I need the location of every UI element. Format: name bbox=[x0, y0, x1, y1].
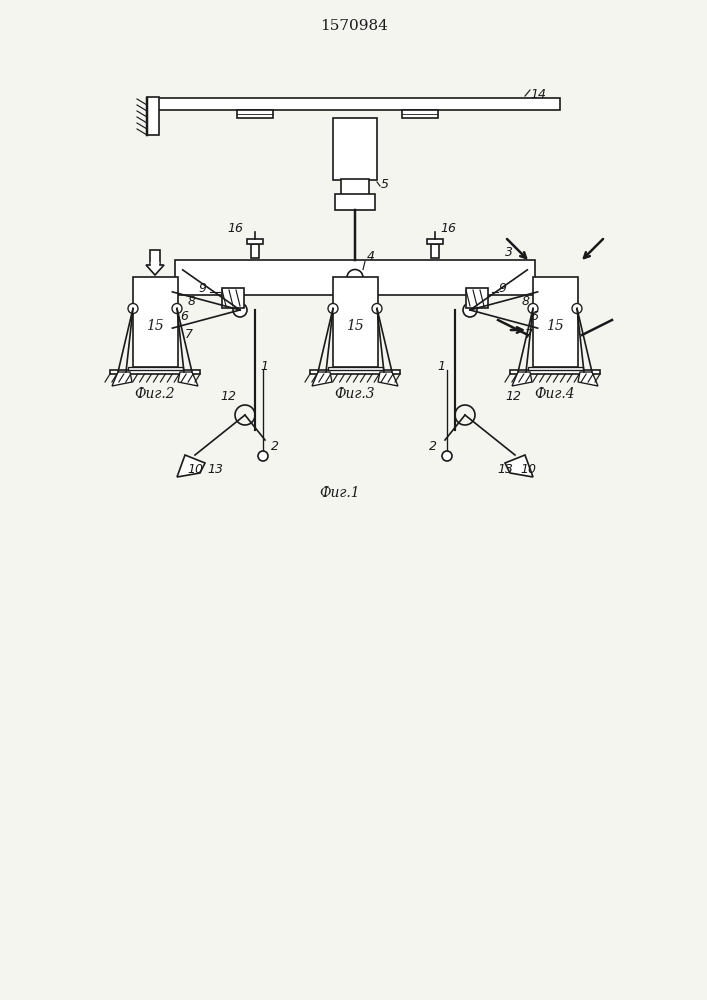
Text: 9: 9 bbox=[198, 282, 206, 295]
Bar bbox=[155, 98, 560, 110]
Text: 12: 12 bbox=[505, 390, 521, 403]
Text: 6: 6 bbox=[180, 310, 188, 323]
Bar bbox=[251, 244, 259, 258]
Text: 12: 12 bbox=[220, 390, 236, 403]
Bar bbox=[133, 277, 178, 367]
Bar bbox=[431, 244, 439, 258]
Text: 15: 15 bbox=[346, 320, 364, 334]
Text: 7: 7 bbox=[185, 328, 193, 341]
Polygon shape bbox=[178, 372, 198, 386]
Text: 2: 2 bbox=[271, 440, 279, 453]
Text: 3: 3 bbox=[505, 246, 513, 259]
Bar bbox=[110, 370, 200, 374]
Bar bbox=[128, 367, 183, 370]
Bar bbox=[528, 367, 583, 370]
Text: 10: 10 bbox=[187, 463, 203, 476]
Circle shape bbox=[328, 304, 338, 314]
Bar bbox=[402, 110, 438, 118]
Text: 8: 8 bbox=[188, 295, 196, 308]
Circle shape bbox=[172, 304, 182, 314]
Text: 6: 6 bbox=[530, 310, 538, 323]
Polygon shape bbox=[177, 455, 205, 477]
Polygon shape bbox=[312, 372, 332, 386]
Text: 15: 15 bbox=[146, 320, 164, 334]
Bar bbox=[333, 277, 378, 367]
Bar bbox=[510, 370, 600, 374]
Bar bbox=[237, 110, 273, 118]
Text: 7: 7 bbox=[525, 328, 533, 341]
Bar bbox=[222, 288, 244, 308]
Text: Фиг.1: Фиг.1 bbox=[320, 486, 361, 500]
Bar bbox=[335, 194, 375, 210]
Text: 1570984: 1570984 bbox=[320, 19, 388, 33]
Bar bbox=[341, 179, 369, 195]
Text: Фиг.3: Фиг.3 bbox=[334, 387, 375, 401]
Text: Фиг.4: Фиг.4 bbox=[534, 387, 575, 401]
Text: 13: 13 bbox=[497, 463, 513, 476]
Circle shape bbox=[528, 304, 538, 314]
Polygon shape bbox=[378, 372, 398, 386]
Bar bbox=[328, 367, 383, 370]
Circle shape bbox=[233, 303, 247, 317]
FancyArrow shape bbox=[146, 250, 164, 275]
Bar bbox=[533, 277, 578, 367]
Bar bbox=[175, 260, 535, 295]
Circle shape bbox=[442, 451, 452, 461]
Circle shape bbox=[372, 304, 382, 314]
Polygon shape bbox=[505, 455, 533, 477]
Text: 5: 5 bbox=[381, 178, 389, 191]
Text: 8: 8 bbox=[522, 295, 530, 308]
Polygon shape bbox=[112, 372, 132, 386]
Bar bbox=[466, 288, 488, 308]
Bar bbox=[310, 370, 400, 374]
Bar bbox=[333, 118, 377, 180]
Bar bbox=[427, 239, 443, 244]
Text: 2: 2 bbox=[429, 440, 437, 453]
Polygon shape bbox=[578, 372, 598, 386]
Text: 16: 16 bbox=[227, 222, 243, 235]
Text: 15: 15 bbox=[546, 320, 564, 334]
Circle shape bbox=[128, 304, 138, 314]
Text: 4: 4 bbox=[367, 249, 375, 262]
Circle shape bbox=[258, 451, 268, 461]
Text: 14: 14 bbox=[530, 88, 546, 101]
Text: 1: 1 bbox=[260, 360, 268, 373]
Polygon shape bbox=[512, 372, 532, 386]
Circle shape bbox=[463, 303, 477, 317]
Text: Фиг.2: Фиг.2 bbox=[135, 387, 175, 401]
Text: 13: 13 bbox=[207, 463, 223, 476]
Circle shape bbox=[347, 269, 363, 286]
Bar bbox=[147, 97, 159, 135]
Text: 9: 9 bbox=[498, 282, 506, 295]
Circle shape bbox=[572, 304, 582, 314]
Text: 1: 1 bbox=[437, 360, 445, 373]
Text: 10: 10 bbox=[520, 463, 536, 476]
Bar bbox=[247, 239, 263, 244]
Text: 16: 16 bbox=[440, 222, 456, 235]
